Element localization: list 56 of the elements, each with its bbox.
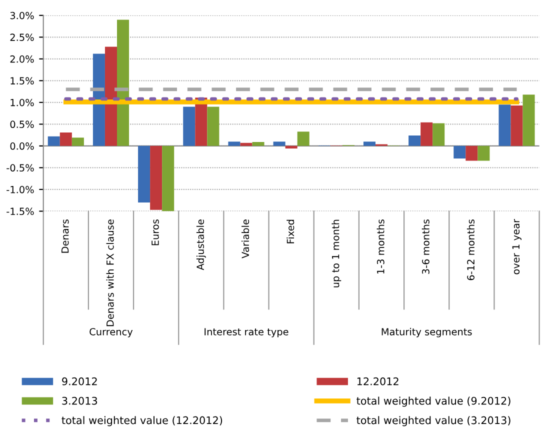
- legend-label: total weighted value (9.2012): [356, 396, 510, 407]
- bar: [92, 54, 105, 146]
- y-tick-label: -0.5%: [6, 164, 34, 172]
- x-tick-label: 1-3 months: [376, 220, 384, 274]
- bar: [60, 132, 72, 146]
- bar: [104, 46, 117, 146]
- y-tick-label: 2.5%: [10, 34, 34, 41]
- x-tick-label: 3-6 months: [422, 220, 430, 274]
- bar: [498, 104, 511, 146]
- y-tick-label: 2.0%: [10, 55, 34, 63]
- bar: [48, 136, 60, 146]
- x-tick-label: Adjustable: [196, 220, 206, 270]
- legend-label: 12.2012: [357, 377, 398, 386]
- x-tick-label: over 1 year: [512, 219, 522, 274]
- text: Maturity segments: [382, 328, 472, 338]
- bar: [150, 146, 162, 210]
- bar: [466, 146, 478, 161]
- bar: [432, 123, 445, 146]
- x-tick-label: Denars: [61, 220, 69, 253]
- bar: [252, 142, 264, 146]
- bar: [162, 146, 174, 212]
- y-tick-label: -1.5%: [6, 208, 34, 216]
- bar: [297, 132, 310, 146]
- bar: [408, 135, 421, 146]
- bar: [273, 142, 286, 146]
- bar: [138, 146, 150, 202]
- y-tick-label: 0.5%: [10, 120, 34, 128]
- x-tick-label: up to 1 month: [332, 220, 342, 288]
- x-tick-label: Denars with FX clause: [106, 220, 114, 326]
- x-tick-label: Euros: [152, 220, 159, 246]
- y-tick-label: 3.0%: [10, 12, 34, 20]
- y-tick-label: 0.0%: [10, 142, 34, 150]
- legend-label: 9.2012: [62, 377, 97, 386]
- bar: [454, 146, 466, 159]
- bar: [420, 122, 433, 146]
- bar: [478, 146, 490, 161]
- bar: [183, 106, 196, 146]
- x-tick-label: Variable: [242, 220, 250, 258]
- bar: [363, 142, 376, 146]
- y-tick-label: -1.0%: [6, 186, 34, 194]
- bar: [240, 142, 252, 146]
- legend-label: total weighted value (3.2013): [356, 416, 510, 426]
- bar: [72, 138, 84, 146]
- legend-label: 3.2013: [62, 396, 98, 405]
- bar: [285, 146, 298, 149]
- y-tick-label: 1.0%: [10, 98, 34, 106]
- x-tick-label: Fixed: [286, 220, 294, 244]
- bar: [207, 106, 220, 146]
- bar: [228, 142, 240, 146]
- text: Interest rate type: [204, 328, 288, 338]
- x-tick-label: 6-12 months: [466, 220, 474, 280]
- text: Currency: [90, 328, 133, 338]
- bar: [510, 105, 523, 146]
- bar: [522, 94, 535, 146]
- y-tick-label: 1.5%: [10, 77, 34, 84]
- legend-label: total weighted value (12.2012): [62, 416, 222, 426]
